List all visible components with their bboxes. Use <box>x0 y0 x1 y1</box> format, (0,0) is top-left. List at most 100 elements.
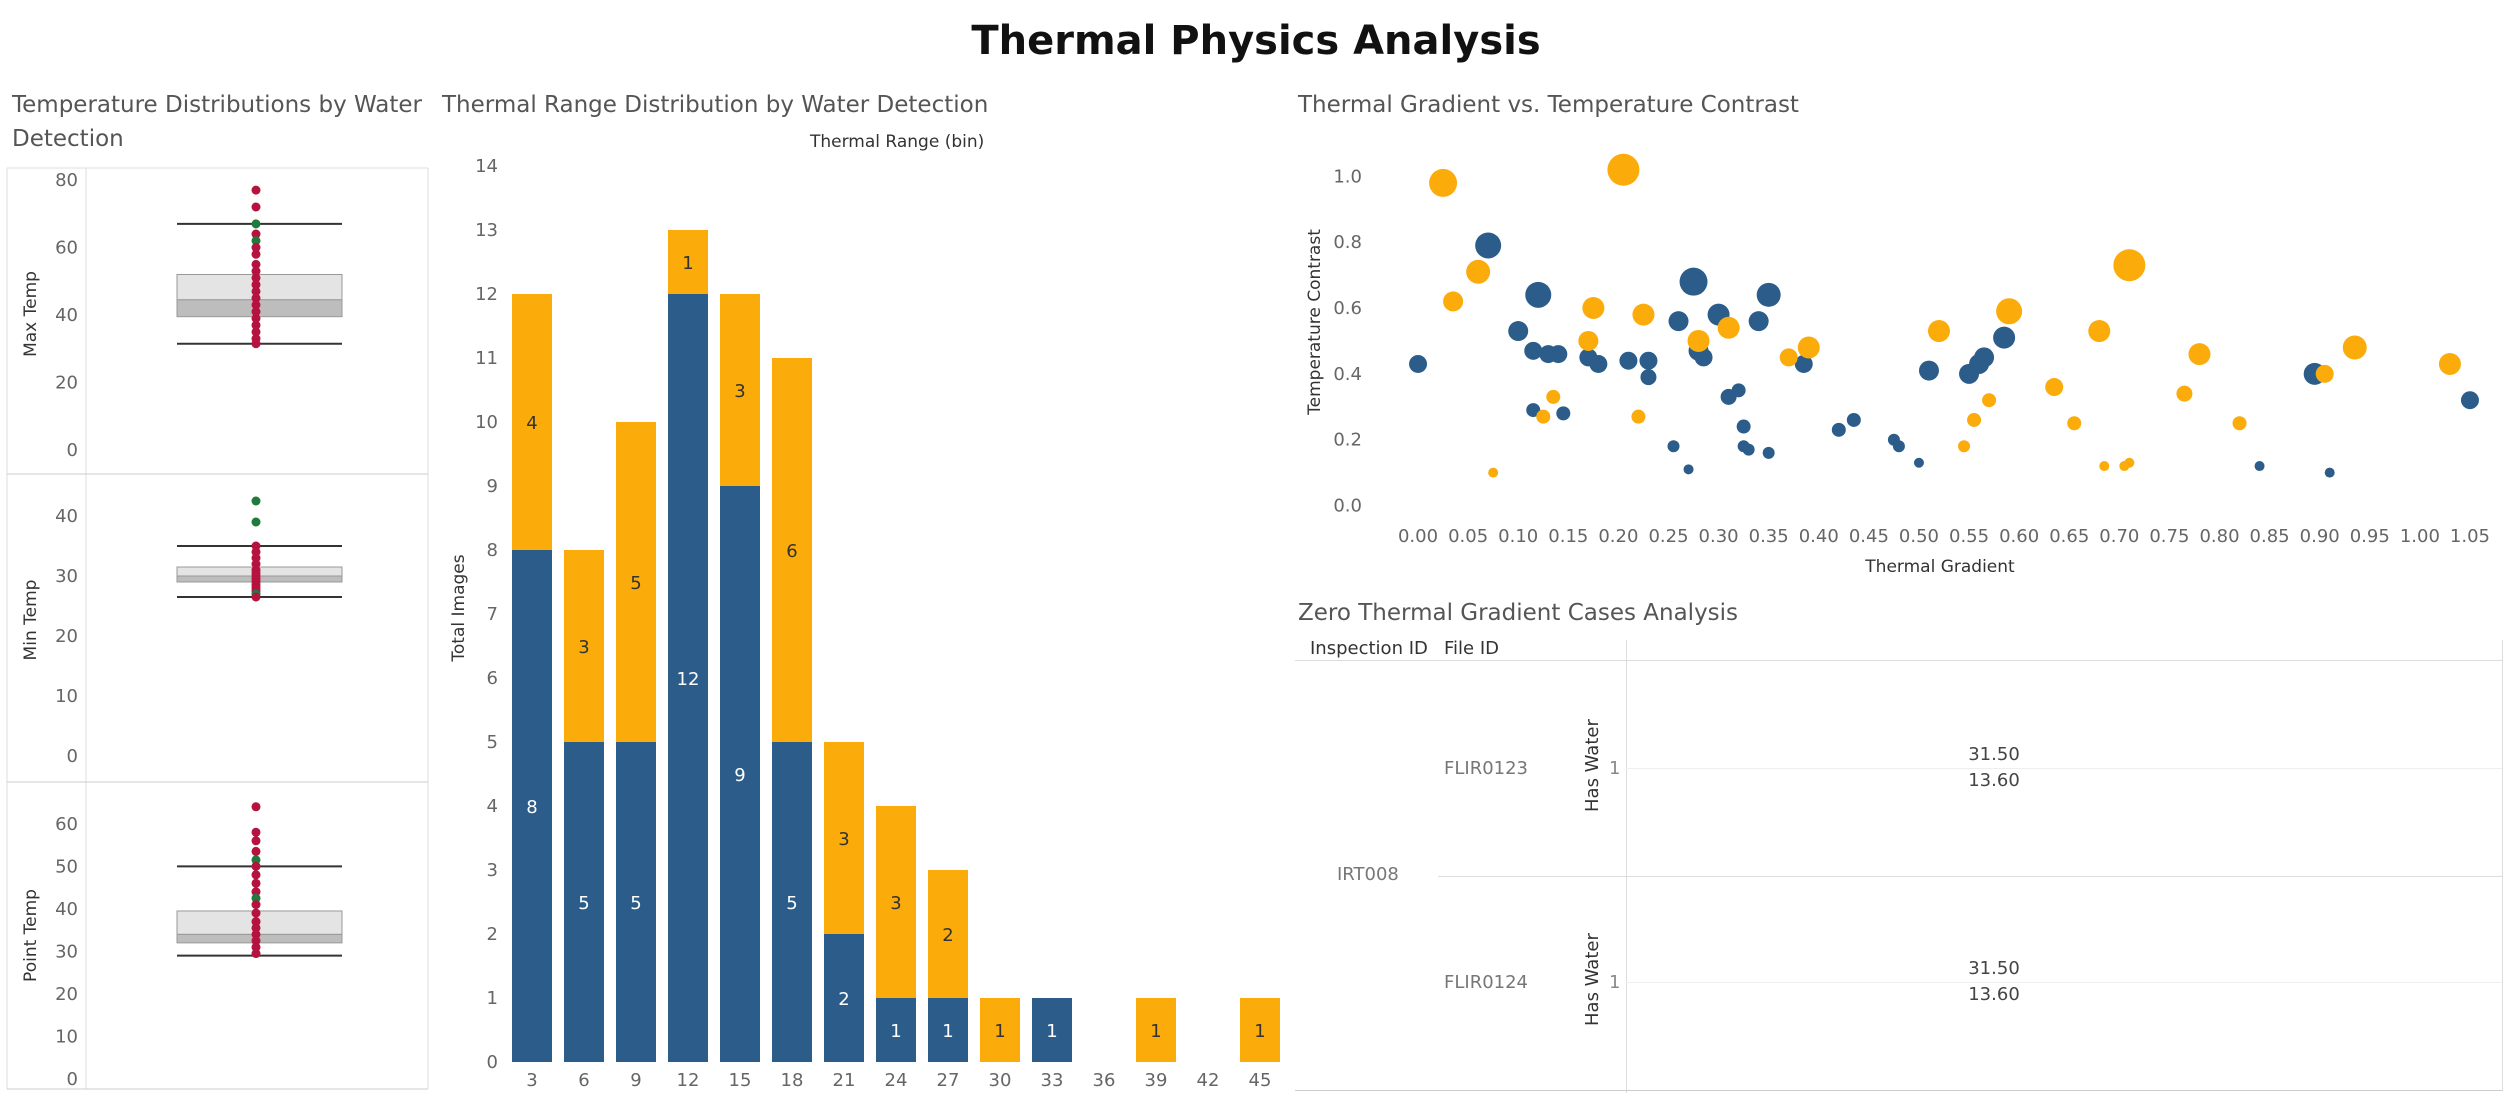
scatter-x-tick-label: 0.00 <box>1398 526 1438 547</box>
box-data-point <box>251 908 261 918</box>
hist-bar-segment <box>1032 998 1072 1062</box>
box-data-point <box>251 327 261 337</box>
hist-y-tick-label: 10 <box>475 412 498 433</box>
hist-bar-segment <box>876 998 916 1062</box>
scatter-point <box>1974 347 1995 368</box>
table-row-file-id: FLIR0123 <box>1444 758 1529 779</box>
box-data-point <box>251 307 261 317</box>
box-y-tick-label: 80 <box>55 170 78 191</box>
hist-bar-label: 6 <box>786 541 797 562</box>
hist-bar-label: 1 <box>942 1021 953 1042</box>
hist-y-tick-label: 7 <box>487 604 498 625</box>
box-data-point <box>251 229 261 239</box>
hist-bar-label: 3 <box>838 829 849 850</box>
scatter-point <box>1742 443 1755 456</box>
scatter-x-tick-label: 0.45 <box>1849 526 1889 547</box>
hist-bar-label: 4 <box>526 413 537 434</box>
table-header-file-id: File ID <box>1444 638 1500 659</box>
scatter-point <box>1683 464 1694 475</box>
box-data-point <box>251 887 261 897</box>
box-data-point <box>251 827 261 837</box>
dashboard-title: Thermal Physics Analysis <box>971 18 1541 64</box>
table-row-group-label: Has Water <box>1582 719 1603 812</box>
box-data-point <box>251 942 261 952</box>
hist-y-tick-label: 14 <box>475 156 498 177</box>
scatter-x-tick-label: 0.70 <box>2099 526 2139 547</box>
hist-bar-segment <box>616 422 656 742</box>
scatter-x-tick-label: 0.80 <box>2199 526 2239 547</box>
hist-x-tick-label: 18 <box>781 1070 804 1091</box>
hist-bar-label: 2 <box>838 989 849 1010</box>
hist-bar-label: 2 <box>942 925 953 946</box>
box-data-point <box>251 259 261 269</box>
box-data-point <box>251 273 261 283</box>
hist-bar-segment <box>512 550 552 1062</box>
scatter-point <box>2067 416 2082 431</box>
scatter-point <box>1578 330 1599 351</box>
table-panel-title: Zero Thermal Gradient Cases Analysis <box>1298 600 1739 626</box>
hist-bar-segment <box>928 870 968 998</box>
scatter-point <box>2438 352 2461 375</box>
histogram-panel-title: Thermal Range Distribution by Water Dete… <box>442 92 989 118</box>
scatter-x-tick-label: 0.40 <box>1799 526 1839 547</box>
box-data-point <box>251 266 261 276</box>
scatter-point <box>1958 440 1971 453</box>
hist-x-tick-label: 39 <box>1145 1070 1168 1091</box>
hist-x-tick-label: 42 <box>1197 1070 1220 1091</box>
scatter-point <box>1756 282 1781 307</box>
scatter-point <box>1632 303 1655 326</box>
box-y-axis-label: Max Temp <box>21 271 41 357</box>
hist-bar-label: 9 <box>734 765 745 786</box>
scatter-x-tick-label: 0.65 <box>2049 526 2089 547</box>
table-row-value-1: 31.50 <box>1968 958 2020 979</box>
hist-bar-label: 1 <box>1150 1021 1161 1042</box>
hist-x-tick-label: 24 <box>885 1070 908 1091</box>
table-row-value-2: 13.60 <box>1968 984 2020 1005</box>
scatter-point <box>1717 316 1740 339</box>
scatter-x-tick-label: 1.05 <box>2450 526 2490 547</box>
scatter-x-tick-label: 1.00 <box>2400 526 2440 547</box>
hist-x-tick-label: 30 <box>989 1070 1012 1091</box>
scatter-point <box>1549 345 1568 364</box>
scatter-point <box>1640 369 1657 386</box>
hist-bar-label: 12 <box>677 669 700 690</box>
box-data-point <box>251 496 261 506</box>
hist-bar-segment <box>928 998 968 1062</box>
hist-bar-label: 3 <box>578 637 589 658</box>
box-y-tick-label: 60 <box>55 238 78 259</box>
scatter-y-tick-label: 0.0 <box>1333 496 1362 517</box>
scatter-point <box>2113 249 2146 282</box>
hist-y-tick-label: 1 <box>487 988 498 1009</box>
box-y-tick-label: 40 <box>55 899 78 920</box>
box-data-point <box>251 236 261 246</box>
row1-gridline <box>1626 768 2502 769</box>
row2-gridline <box>1626 982 2502 983</box>
boxplot-chart[interactable]: 0 20 40 60 80 Max Temp 0 10 20 30 40 Min Temp 0 10 20 3… <box>0 164 440 1093</box>
box-data-point <box>251 320 261 330</box>
hist-x-tick-label: 45 <box>1249 1070 1272 1091</box>
scatter-chart[interactable]: 0.0 0.2 0.4 0.6 0.8 1.0 0.00 0.05 0.10 0.15 0.20 0.… <box>1290 140 2512 590</box>
box-data-point <box>251 293 261 303</box>
scatter-x-tick-label: 0.30 <box>1699 526 1739 547</box>
box-data-point <box>251 878 261 888</box>
hist-y-tick-label: 11 <box>475 348 498 369</box>
scatter-x-tick-label: 0.95 <box>2350 526 2390 547</box>
scatter-point <box>1687 329 1710 352</box>
hist-bar-segment <box>772 742 812 1062</box>
scatter-point <box>1846 412 1861 427</box>
table-right-rule <box>2502 640 2503 1091</box>
hist-x-tick-label: 6 <box>578 1070 589 1091</box>
box-y-tick-label: 50 <box>55 856 78 877</box>
scatter-point <box>1508 321 1529 342</box>
hist-x-tick-label: 15 <box>729 1070 752 1091</box>
scatter-y-tick-label: 1.0 <box>1333 166 1362 187</box>
hist-y-tick-label: 2 <box>487 924 498 945</box>
box-y-tick-label: 10 <box>55 686 78 707</box>
hist-bar-segment <box>1240 998 1280 1062</box>
hist-x-tick-label: 21 <box>833 1070 856 1091</box>
scatter-point <box>2254 461 2265 472</box>
box-data-point <box>251 861 261 871</box>
scatter-point <box>1918 360 1939 381</box>
scatter-point <box>1443 291 1464 312</box>
